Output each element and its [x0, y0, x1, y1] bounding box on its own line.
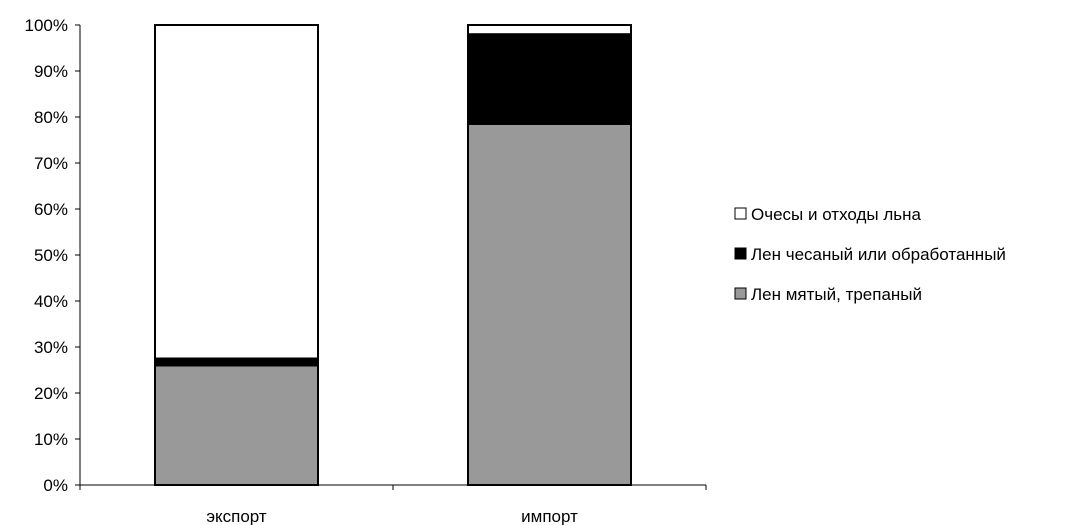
- x-axis-ticks: экспорт импорт: [79, 485, 707, 525]
- legend-label: Лен мятый, трепаный: [751, 285, 922, 304]
- y-tick-label: 30%: [34, 338, 68, 357]
- bars-group: [154, 24, 632, 487]
- x-tick-label: экспорт: [206, 507, 267, 525]
- y-tick-label: 50%: [34, 246, 68, 265]
- y-tick-label: 0%: [43, 476, 68, 495]
- bar-segment: [467, 122, 632, 487]
- bar-segment: [154, 357, 319, 367]
- bar-segment: [467, 33, 632, 125]
- bar-segment: [154, 364, 319, 486]
- bar-segment: [467, 24, 632, 36]
- y-axis-ticks: 0% 10% 20% 30% 40% 50% 60% 70% 80% 90% 100%: [25, 16, 80, 495]
- y-tick-label: 70%: [34, 154, 68, 173]
- bar-segment: [154, 24, 319, 360]
- y-tick-label: 40%: [34, 292, 68, 311]
- y-tick-label: 80%: [34, 108, 68, 127]
- y-tick-label: 100%: [25, 16, 68, 35]
- y-tick-label: 60%: [34, 200, 68, 219]
- legend-label: Очесы и отходы льна: [751, 205, 921, 224]
- legend-swatch: [734, 247, 747, 260]
- y-tick-label: 90%: [34, 62, 68, 81]
- y-tick-label: 20%: [34, 384, 68, 403]
- legend-swatch: [734, 207, 747, 220]
- x-tick-label: импорт: [521, 507, 578, 525]
- legend-swatch: [734, 287, 747, 300]
- y-tick-label: 10%: [34, 430, 68, 449]
- legend-label: Лен чесаный или обработанный: [751, 245, 1006, 264]
- legend: Очесы и отходы льна Лен чесаный или обраб…: [734, 205, 1006, 304]
